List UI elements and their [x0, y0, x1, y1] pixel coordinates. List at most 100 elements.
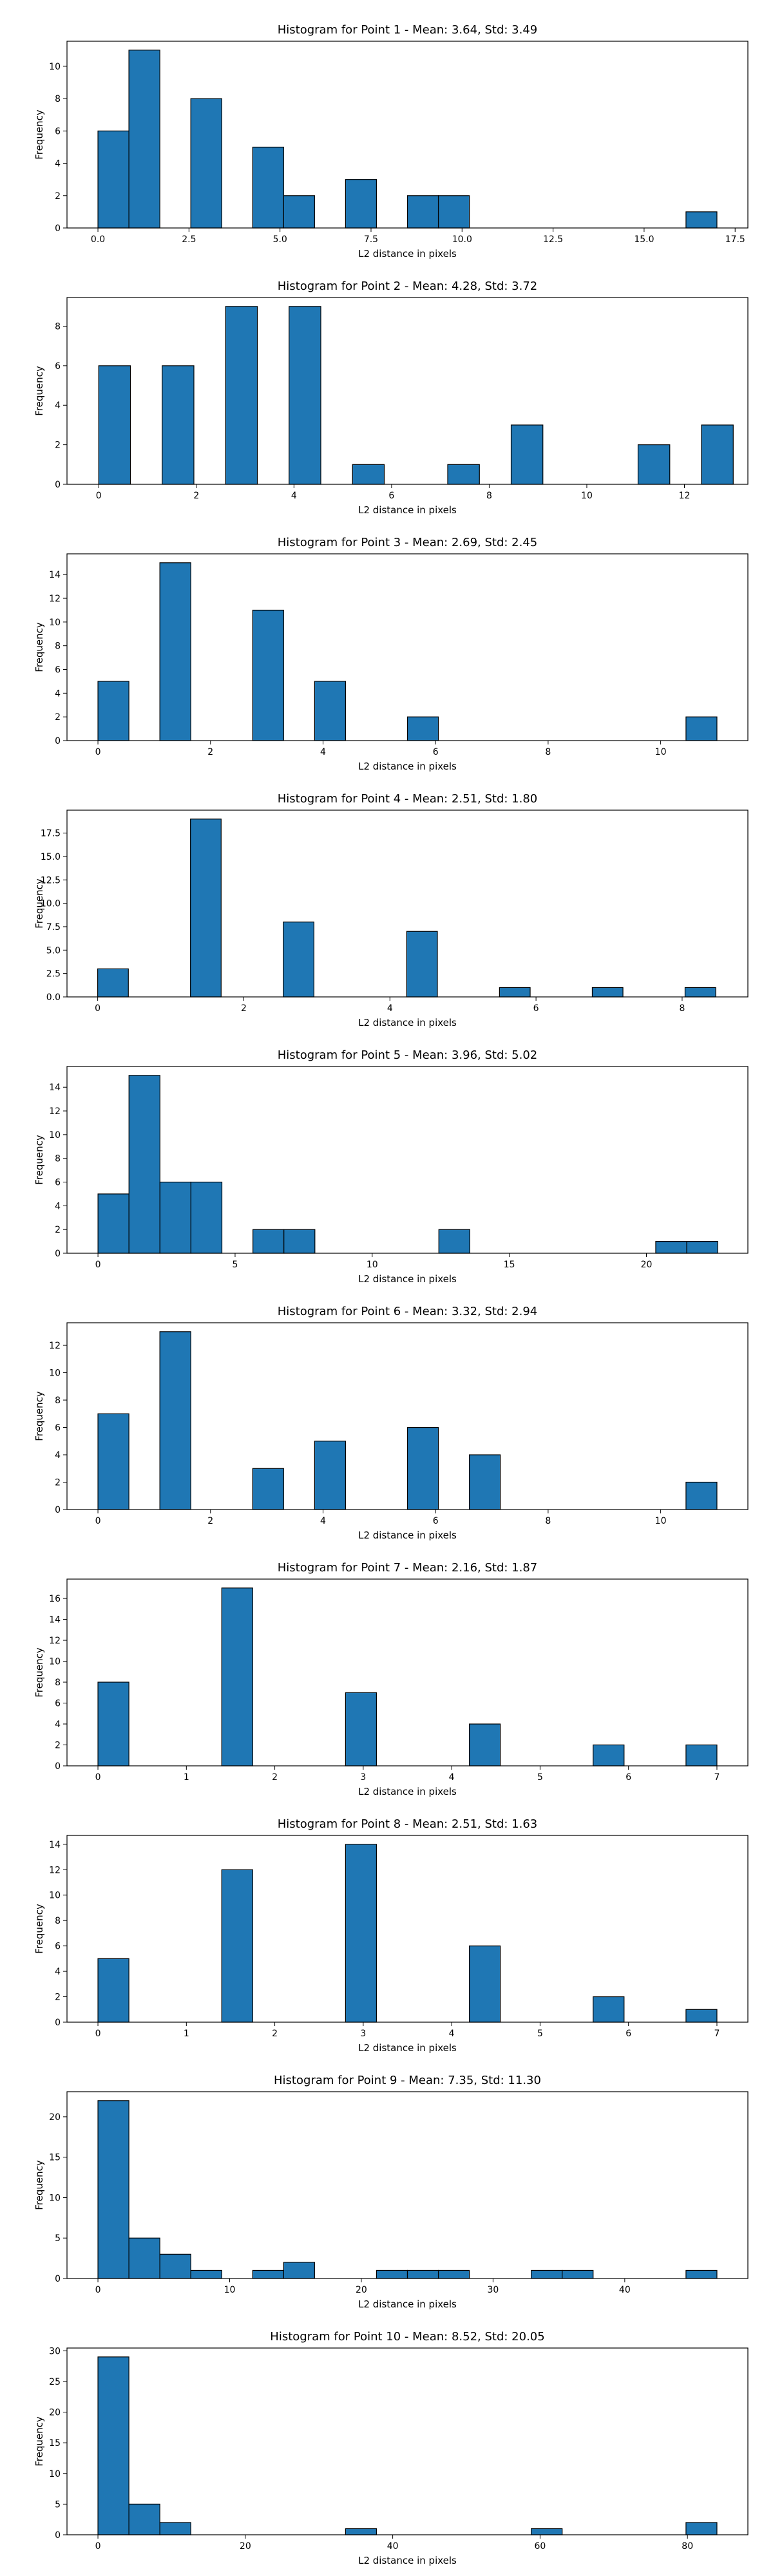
histogram-bar [190, 819, 222, 998]
histogram-bar [190, 1181, 223, 1254]
x-tick-label: 4 [291, 491, 297, 501]
x-axis-label: L2 distance in pixels [358, 1786, 457, 1797]
x-tick-label: 6 [625, 1772, 631, 1783]
y-tick-label: 0 [55, 2274, 61, 2284]
histogram-bar [252, 146, 284, 229]
x-tick-label: 0.0 [91, 234, 105, 245]
histogram-bar [685, 2009, 718, 2023]
x-tick-label: 6 [388, 491, 394, 501]
x-tick-label: 6 [625, 2029, 631, 2039]
y-tick-label: 4 [55, 1967, 61, 1977]
x-tick-label: 0 [95, 2285, 101, 2295]
histogram-bar [159, 1331, 191, 1510]
histogram-bar [253, 1229, 285, 1254]
y-tick-label: 4 [55, 1450, 61, 1461]
y-tick-label: 6 [55, 361, 61, 372]
x-tick-label: 2 [272, 1772, 278, 1783]
histogram-bar [468, 1723, 501, 1766]
y-tick-label: 10 [49, 2193, 61, 2203]
y-tick-label: 0 [55, 2530, 61, 2541]
histogram-bar [655, 1240, 687, 1254]
x-tick-label: 6 [433, 747, 439, 757]
y-tick-label: 6 [55, 1178, 61, 1188]
y-tick-label: 4 [55, 159, 61, 169]
plot-frame [66, 1322, 749, 1510]
y-tick-label: 12 [49, 1106, 61, 1117]
y-tick-label: 10.0 [41, 899, 61, 909]
y-tick-label: 20 [49, 2112, 61, 2123]
histogram-bar [97, 2356, 129, 2535]
histogram-bar [289, 306, 321, 485]
histogram-panel-8: Histogram for Point 8 - Mean: 2.51, Std:… [33, 1817, 749, 2054]
histogram-bar [283, 195, 315, 229]
histogram-bar [468, 1946, 501, 2023]
histogram-bar [159, 2522, 191, 2535]
x-tick-label: 8 [679, 1003, 685, 1014]
histogram-bar [685, 716, 718, 741]
x-tick-label: 4 [387, 1003, 393, 1014]
histogram-bar [531, 2528, 563, 2535]
histogram-bar [221, 1587, 253, 1766]
x-tick-label: 3 [360, 1772, 366, 1783]
x-tick-label: 10 [655, 1516, 667, 1526]
histogram-bar [591, 987, 624, 998]
x-tick-label: 4 [320, 747, 326, 757]
histogram-bar [376, 2269, 408, 2279]
chart-title: Histogram for Point 2 - Mean: 4.28, Std:… [278, 279, 538, 293]
x-tick-label: 1 [184, 2029, 189, 2039]
histogram-bar [128, 2503, 160, 2535]
histogram-bar [345, 1844, 377, 2023]
x-tick-label: 2 [207, 747, 213, 757]
histogram-panel-5: Histogram for Point 5 - Mean: 3.96, Std:… [33, 1048, 749, 1285]
x-axis-label: L2 distance in pixels [358, 1530, 457, 1541]
x-tick-label: 20 [240, 2541, 251, 2552]
x-tick-label: 20 [641, 1260, 653, 1270]
y-axis-label: Frequency [33, 1391, 45, 1441]
histogram-panel-6: Histogram for Point 6 - Mean: 3.32, Std:… [33, 1305, 749, 1541]
y-tick-label: 20 [49, 2408, 61, 2418]
x-tick-label: 10.0 [452, 234, 472, 245]
y-tick-label: 2 [55, 1993, 61, 2003]
y-tick-label: 14 [49, 1615, 61, 1625]
y-axis-label: Frequency [33, 2160, 45, 2210]
x-tick-label: 6 [433, 1516, 439, 1526]
histogram-bar [97, 1681, 129, 1766]
histogram-panel-9: Histogram for Point 9 - Mean: 7.35, Std:… [33, 2074, 749, 2310]
x-axis-label: L2 distance in pixels [358, 2042, 457, 2054]
y-tick-label: 8 [55, 1678, 61, 1688]
histogram-bar [406, 195, 439, 229]
x-tick-label: 7 [714, 1772, 720, 1783]
x-tick-label: 4 [320, 1516, 326, 1526]
y-axis-label: Frequency [33, 1135, 45, 1185]
x-tick-label: 8 [486, 491, 492, 501]
y-tick-label: 12 [49, 594, 61, 604]
x-tick-label: 0 [95, 1772, 101, 1783]
histogram-bar [345, 2528, 377, 2535]
y-axis-label: Frequency [33, 366, 45, 416]
y-axis-label: Frequency [33, 2416, 45, 2467]
x-tick-label: 0 [95, 1516, 101, 1526]
histogram-bar [225, 306, 258, 485]
histogram-bar [97, 1958, 129, 2023]
plot-frame [66, 297, 749, 485]
x-tick-label: 5 [232, 1260, 238, 1270]
histogram-bar [314, 1441, 347, 1510]
histogram-bar [447, 464, 480, 485]
x-tick-label: 2 [272, 2029, 278, 2039]
x-tick-label: 6 [533, 1003, 539, 1014]
y-tick-label: 4 [55, 1719, 61, 1730]
y-tick-label: 8 [55, 321, 61, 332]
histogram-bar [701, 424, 734, 485]
x-tick-label: 0 [95, 2029, 101, 2039]
y-tick-label: 2 [55, 191, 61, 202]
histogram-bar [252, 2269, 284, 2279]
x-tick-label: 1 [184, 1772, 189, 1783]
histogram-bar [685, 1744, 718, 1766]
y-tick-label: 8 [55, 1396, 61, 1406]
y-tick-label: 15 [49, 2153, 61, 2163]
y-tick-label: 8 [55, 94, 61, 104]
histogram-bar [685, 211, 718, 229]
y-tick-label: 4 [55, 688, 61, 699]
histogram-bar [531, 2269, 563, 2279]
